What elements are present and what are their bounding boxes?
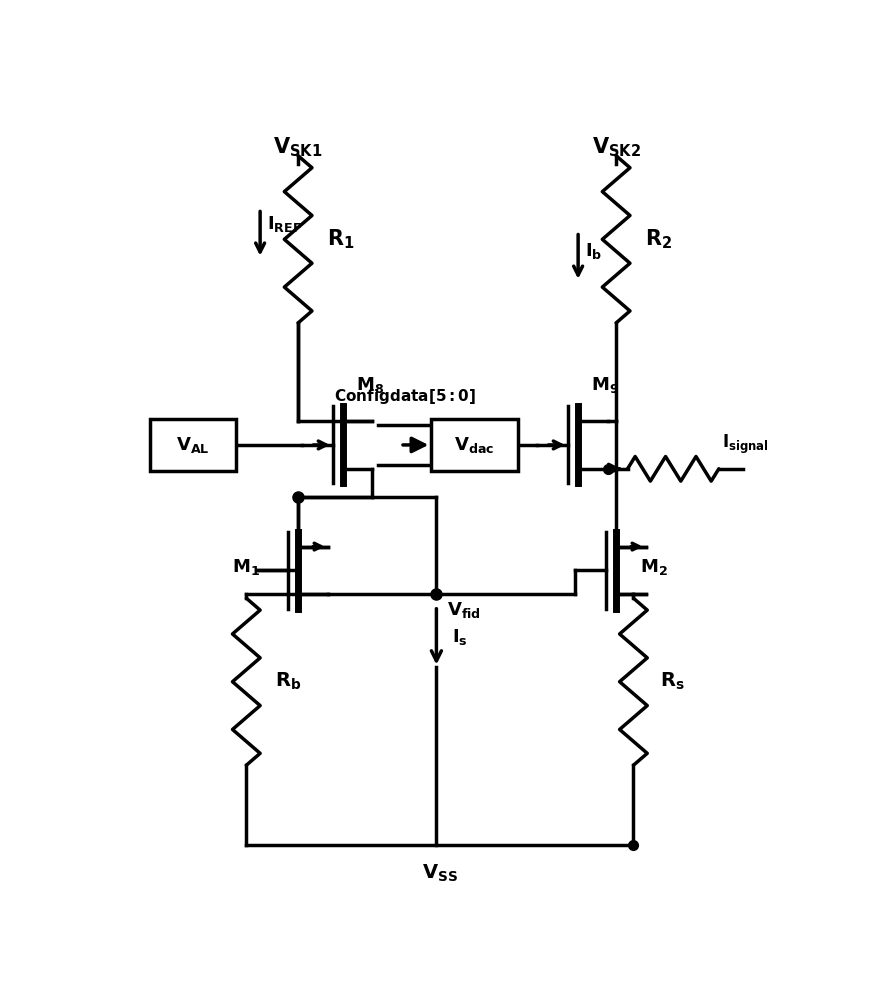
Text: $\mathbf{I_{REF}}$: $\mathbf{I_{REF}}$	[267, 214, 301, 234]
Text: $\mathbf{V_{SS}}$: $\mathbf{V_{SS}}$	[422, 862, 458, 884]
Text: $\mathbf{I_b}$: $\mathbf{I_b}$	[585, 241, 602, 261]
Text: $\mathbf{V_{fid}}$: $\mathbf{V_{fid}}$	[447, 600, 481, 620]
Text: $\mathbf{M_8}$: $\mathbf{M_8}$	[356, 375, 384, 395]
Text: $\mathbf{R_1}$: $\mathbf{R_1}$	[327, 228, 355, 251]
Text: $\mathbf{M_9}$: $\mathbf{M_9}$	[591, 375, 618, 395]
Text: $\mathbf{R_b}$: $\mathbf{R_b}$	[276, 671, 301, 692]
Text: $\mathbf{Configdata[5:0]}$: $\mathbf{Configdata[5:0]}$	[334, 387, 475, 406]
Bar	[150, 419, 236, 471]
Text: $\mathbf{V_{SK1}}$: $\mathbf{V_{SK1}}$	[274, 135, 323, 159]
Bar	[431, 419, 517, 471]
Text: $\mathbf{M_1}$: $\mathbf{M_1}$	[232, 557, 260, 577]
Text: $\mathbf{R_2}$: $\mathbf{R_2}$	[645, 228, 673, 251]
Text: $\mathbf{V_{AL}}$: $\mathbf{V_{AL}}$	[177, 435, 210, 455]
Text: $\mathbf{I_s}$: $\mathbf{I_s}$	[451, 627, 467, 647]
Text: $\mathbf{V_{dac}}$: $\mathbf{V_{dac}}$	[454, 435, 494, 455]
Text: $\mathbf{I_{signal}}$: $\mathbf{I_{signal}}$	[723, 433, 769, 456]
Text: $\mathbf{R_s}$: $\mathbf{R_s}$	[660, 671, 684, 692]
Text: $\mathbf{M_2}$: $\mathbf{M_2}$	[640, 557, 668, 577]
Text: $\mathbf{V_{SK2}}$: $\mathbf{V_{SK2}}$	[591, 135, 640, 159]
